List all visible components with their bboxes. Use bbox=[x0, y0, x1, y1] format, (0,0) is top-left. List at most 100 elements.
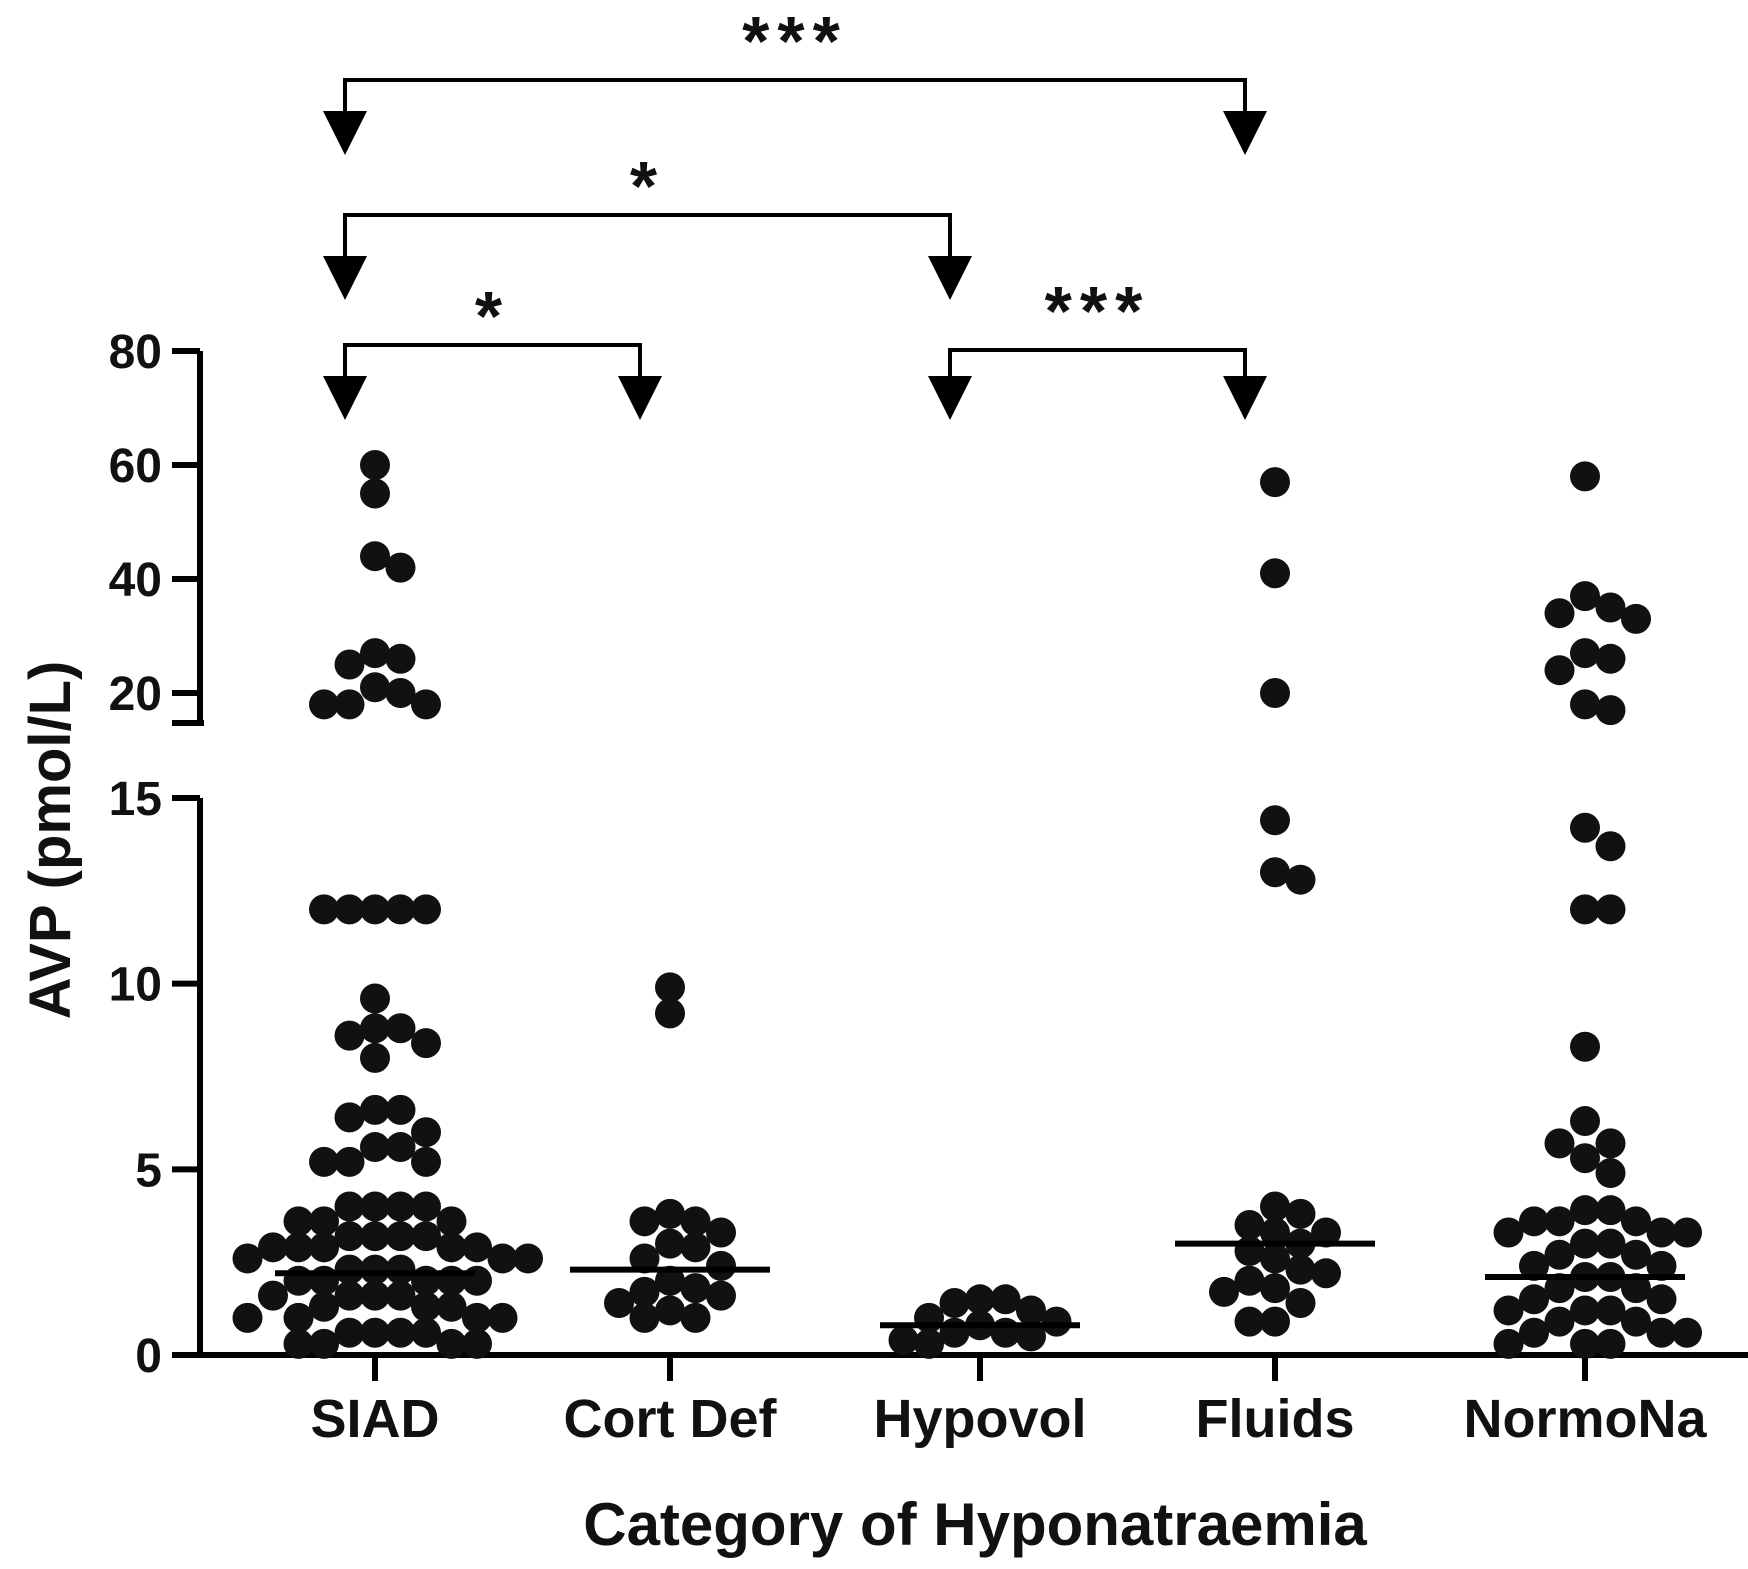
data-point bbox=[360, 894, 390, 925]
y-tick-label: 0 bbox=[135, 1330, 162, 1383]
data-point bbox=[334, 1254, 365, 1285]
significance-bracket bbox=[343, 343, 642, 376]
data-point bbox=[1285, 1198, 1316, 1229]
data-point bbox=[309, 1206, 339, 1237]
data-point bbox=[360, 1317, 390, 1348]
data-point bbox=[385, 1013, 416, 1044]
data-point bbox=[360, 1221, 390, 1252]
data-point bbox=[232, 1243, 263, 1274]
data-point bbox=[680, 1273, 711, 1304]
data-point bbox=[334, 1191, 365, 1222]
data-point bbox=[360, 1013, 390, 1044]
data-point bbox=[1493, 1217, 1524, 1248]
data-point bbox=[1519, 1250, 1549, 1281]
data-point bbox=[1595, 831, 1626, 862]
data-point bbox=[360, 450, 390, 480]
significance-bracket bbox=[343, 213, 952, 256]
data-point bbox=[385, 1132, 416, 1163]
data-point bbox=[334, 1102, 365, 1133]
data-point bbox=[360, 1132, 390, 1163]
data-point bbox=[385, 894, 416, 925]
data-point bbox=[1570, 1143, 1600, 1174]
data-point bbox=[334, 1280, 365, 1311]
data-point bbox=[1544, 655, 1575, 686]
data-point bbox=[411, 1291, 441, 1322]
data-point bbox=[360, 638, 390, 669]
data-point bbox=[334, 689, 365, 720]
y-tick-label: 5 bbox=[135, 1144, 162, 1197]
data-point bbox=[283, 1328, 314, 1359]
data-point bbox=[283, 1206, 314, 1237]
data-point bbox=[1260, 857, 1290, 888]
data-point bbox=[462, 1265, 492, 1296]
data-point bbox=[1260, 558, 1290, 589]
data-point bbox=[706, 1250, 736, 1281]
data-point bbox=[1570, 1295, 1600, 1326]
data-point bbox=[706, 1217, 736, 1248]
data-point bbox=[1285, 1254, 1316, 1285]
data-point bbox=[309, 1291, 339, 1322]
data-point bbox=[1041, 1306, 1072, 1337]
arrowhead bbox=[928, 376, 972, 420]
data-point bbox=[1570, 1195, 1600, 1226]
data-point bbox=[1493, 1295, 1524, 1326]
data-point bbox=[1672, 1317, 1702, 1348]
data-point bbox=[487, 1243, 518, 1274]
data-point bbox=[360, 1042, 390, 1073]
data-point bbox=[1544, 1306, 1575, 1337]
data-point bbox=[1519, 1317, 1549, 1348]
y-tick-label: 60 bbox=[109, 440, 162, 493]
data-point bbox=[360, 672, 390, 703]
significance-brackets: ***** *** bbox=[323, 2, 1267, 420]
data-point bbox=[411, 1028, 441, 1059]
data-point bbox=[1595, 1158, 1626, 1189]
data-point bbox=[258, 1280, 288, 1311]
data-point bbox=[385, 552, 416, 583]
data-point bbox=[1621, 1206, 1651, 1237]
data-point bbox=[655, 1228, 685, 1259]
data-point bbox=[309, 1328, 339, 1359]
data-point bbox=[1519, 1206, 1549, 1237]
category-label: Cort Def bbox=[564, 1389, 778, 1449]
data-point bbox=[914, 1302, 944, 1333]
data-point bbox=[1595, 1228, 1626, 1259]
data-point bbox=[1621, 603, 1651, 634]
data-point bbox=[1260, 467, 1290, 498]
data-point bbox=[888, 1325, 919, 1356]
data-point bbox=[436, 1206, 467, 1237]
data-point bbox=[411, 1146, 441, 1177]
category-label: Fluids bbox=[1196, 1389, 1355, 1449]
data-point bbox=[360, 1280, 390, 1311]
data-point bbox=[1621, 1306, 1651, 1337]
data-point bbox=[1570, 461, 1600, 492]
data-point bbox=[436, 1291, 467, 1322]
data-point bbox=[436, 1328, 467, 1359]
arrowhead bbox=[323, 111, 367, 155]
data-point bbox=[334, 1317, 365, 1348]
data-point bbox=[1519, 1284, 1549, 1315]
data-point bbox=[1544, 1239, 1575, 1270]
data-point bbox=[1234, 1210, 1265, 1241]
data-point bbox=[385, 643, 416, 674]
category-label: Hypovol bbox=[873, 1389, 1086, 1449]
x-axis-title: Category of Hyponatraemia bbox=[583, 1491, 1367, 1558]
data-point bbox=[1595, 643, 1626, 674]
data-point bbox=[1646, 1217, 1677, 1248]
data-point bbox=[680, 1232, 711, 1263]
data-point bbox=[309, 689, 339, 720]
data-point bbox=[655, 1295, 685, 1326]
data-point bbox=[1646, 1317, 1677, 1348]
data-point bbox=[258, 1232, 288, 1263]
data-points bbox=[232, 450, 1702, 1359]
data-point bbox=[385, 1094, 416, 1125]
arrowhead bbox=[928, 256, 972, 300]
data-point bbox=[1595, 1295, 1626, 1326]
data-point bbox=[411, 1221, 441, 1252]
data-point bbox=[1260, 1217, 1290, 1248]
data-point bbox=[629, 1206, 660, 1237]
data-point bbox=[411, 689, 441, 720]
data-point bbox=[360, 983, 390, 1014]
data-point bbox=[604, 1288, 634, 1319]
significance-label: *** bbox=[742, 2, 848, 80]
data-point bbox=[939, 1317, 970, 1348]
